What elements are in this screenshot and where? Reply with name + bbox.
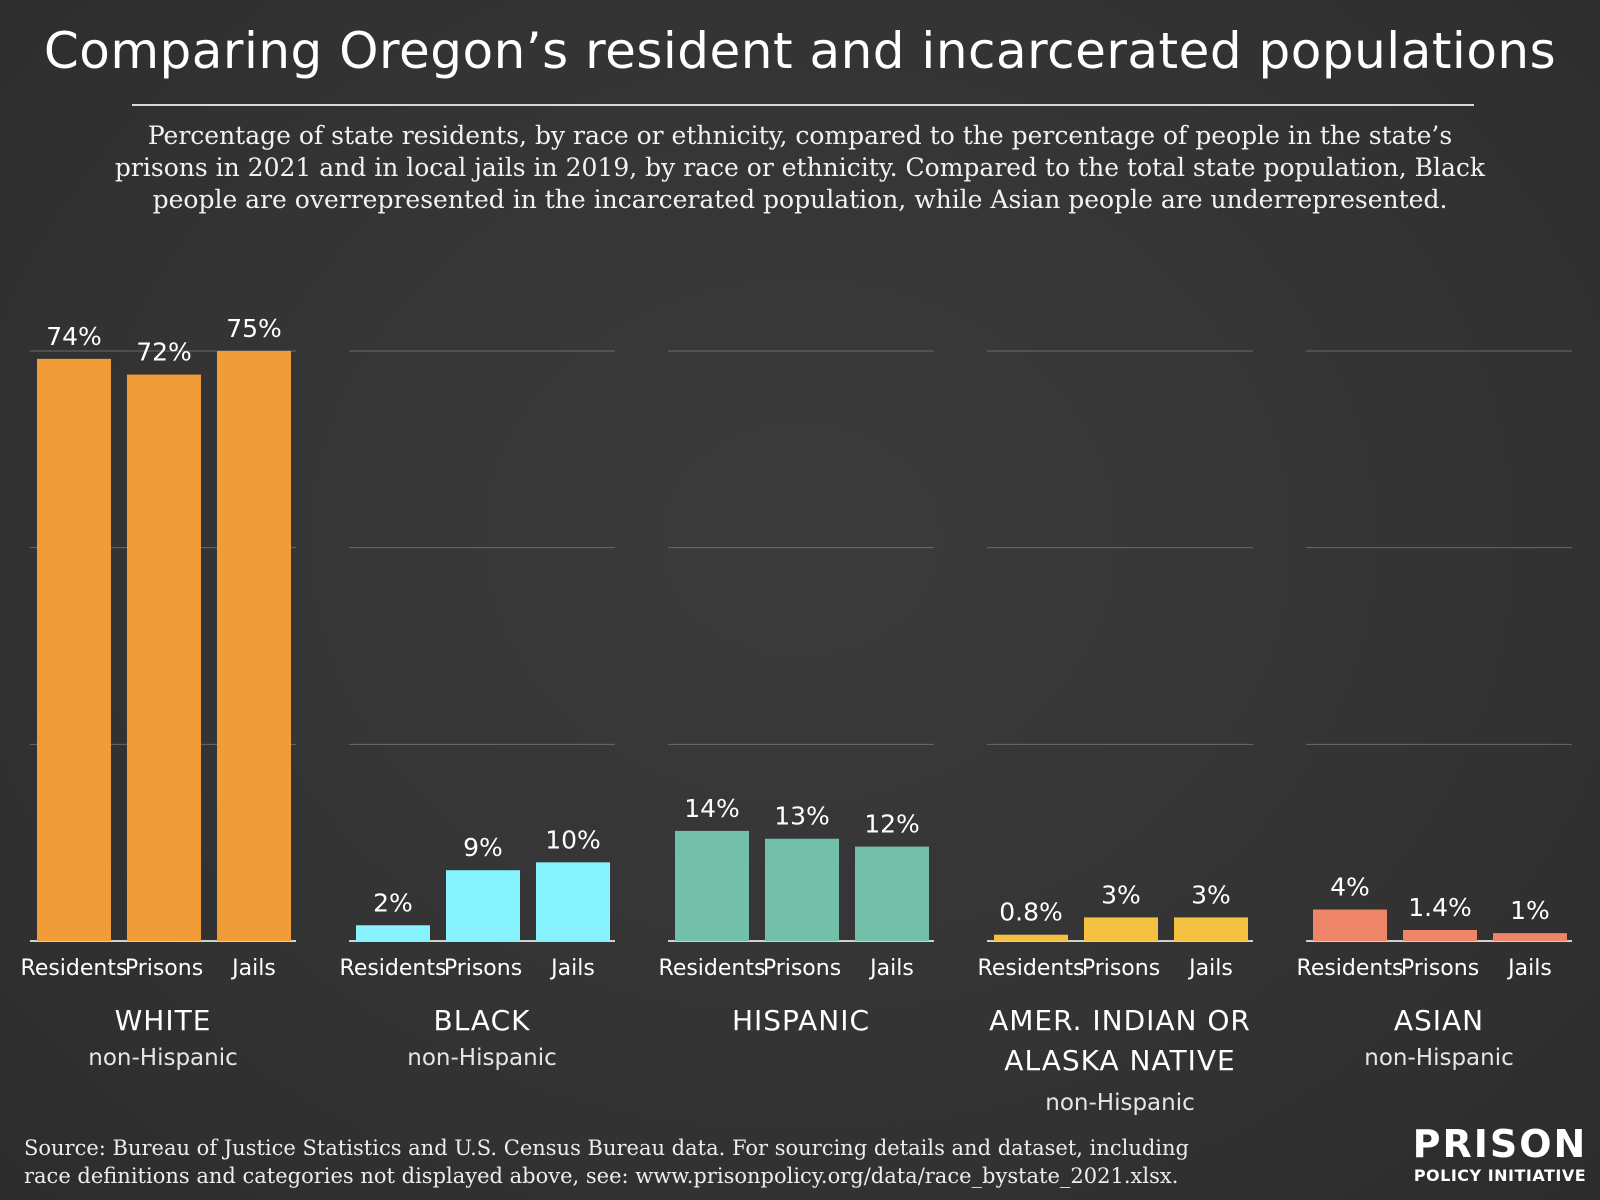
tick-label: Prisons: [444, 956, 522, 981]
title-divider: [132, 104, 1474, 106]
tick-label: Residents: [1297, 956, 1404, 981]
data-label: 0.8%: [999, 898, 1063, 927]
chart-title: Comparing Oregon’s resident and incarcer…: [43, 22, 1557, 80]
tick-label: Jails: [549, 956, 595, 981]
tick-label: Jails: [230, 956, 276, 981]
source-line-2: race definitions and categories not disp…: [24, 1164, 1179, 1188]
bar-amer-indian-or-jails: [1174, 917, 1248, 941]
data-label: 10%: [545, 825, 601, 854]
data-label: 4%: [1330, 873, 1370, 902]
bar-hispanic-prisons: [765, 838, 839, 941]
data-label: 13%: [774, 802, 830, 831]
data-label: 72%: [136, 338, 192, 367]
data-label: 74%: [46, 322, 102, 351]
bar-amer-indian-or-residents: [994, 934, 1068, 941]
bar-hispanic-residents: [675, 830, 749, 941]
bar-hispanic-jails: [855, 846, 929, 941]
group-label: BLACK: [433, 1004, 530, 1037]
bar-black-residents: [356, 925, 430, 941]
group-label-line2: ALASKA NATIVE: [1004, 1044, 1235, 1077]
tick-label: Jails: [1506, 956, 1552, 981]
bar-black-jails: [536, 862, 610, 941]
bar-asian-prisons: [1403, 929, 1477, 941]
group-label: ASIAN: [1394, 1004, 1484, 1037]
bar-asian-jails: [1493, 933, 1567, 941]
bar-white-jails: [217, 351, 291, 941]
group-label: WHITE: [115, 1004, 212, 1037]
tick-label: Residents: [21, 956, 128, 981]
chart-subtitle: Percentage of state residents, by race o…: [114, 121, 1486, 214]
source-note: Source: Bureau of Justice Statistics and…: [24, 1134, 1224, 1190]
data-label: 75%: [226, 314, 282, 343]
source-line-1: Source: Bureau of Justice Statistics and…: [24, 1136, 1189, 1160]
group-sublabel: non-Hispanic: [88, 1045, 238, 1071]
tick-label: Prisons: [125, 956, 203, 981]
group-sublabel: non-Hispanic: [1364, 1045, 1514, 1071]
data-label: 12%: [864, 810, 920, 839]
data-label: 3%: [1191, 880, 1231, 909]
tick-label: Residents: [659, 956, 766, 981]
bar-black-prisons: [446, 870, 520, 941]
data-label: 3%: [1101, 880, 1141, 909]
group-sublabel: non-Hispanic: [407, 1045, 557, 1071]
data-label: 1.4%: [1408, 893, 1472, 922]
logo-prison: PRISON: [1412, 1122, 1588, 1166]
bar-white-residents: [37, 358, 111, 941]
tick-label: Prisons: [763, 956, 841, 981]
data-label: 2%: [373, 888, 413, 917]
bar-asian-residents: [1313, 909, 1387, 941]
group-sublabel: non-Hispanic: [1045, 1090, 1195, 1116]
group-label: HISPANIC: [732, 1004, 870, 1037]
tick-label: Jails: [1187, 956, 1233, 981]
tick-label: Jails: [868, 956, 914, 981]
tick-label: Residents: [978, 956, 1085, 981]
tick-label: Residents: [340, 956, 447, 981]
tick-label: Prisons: [1401, 956, 1479, 981]
bar-white-prisons: [127, 374, 201, 942]
group-label: AMER. INDIAN OR: [989, 1004, 1251, 1037]
data-label: 14%: [684, 794, 740, 823]
logo-policy-initiative: POLICY INITIATIVE: [1413, 1166, 1587, 1185]
data-label: 9%: [463, 833, 503, 862]
tick-label: Prisons: [1082, 956, 1160, 981]
data-label: 1%: [1510, 896, 1550, 925]
bar-amer-indian-or-prisons: [1084, 917, 1158, 941]
